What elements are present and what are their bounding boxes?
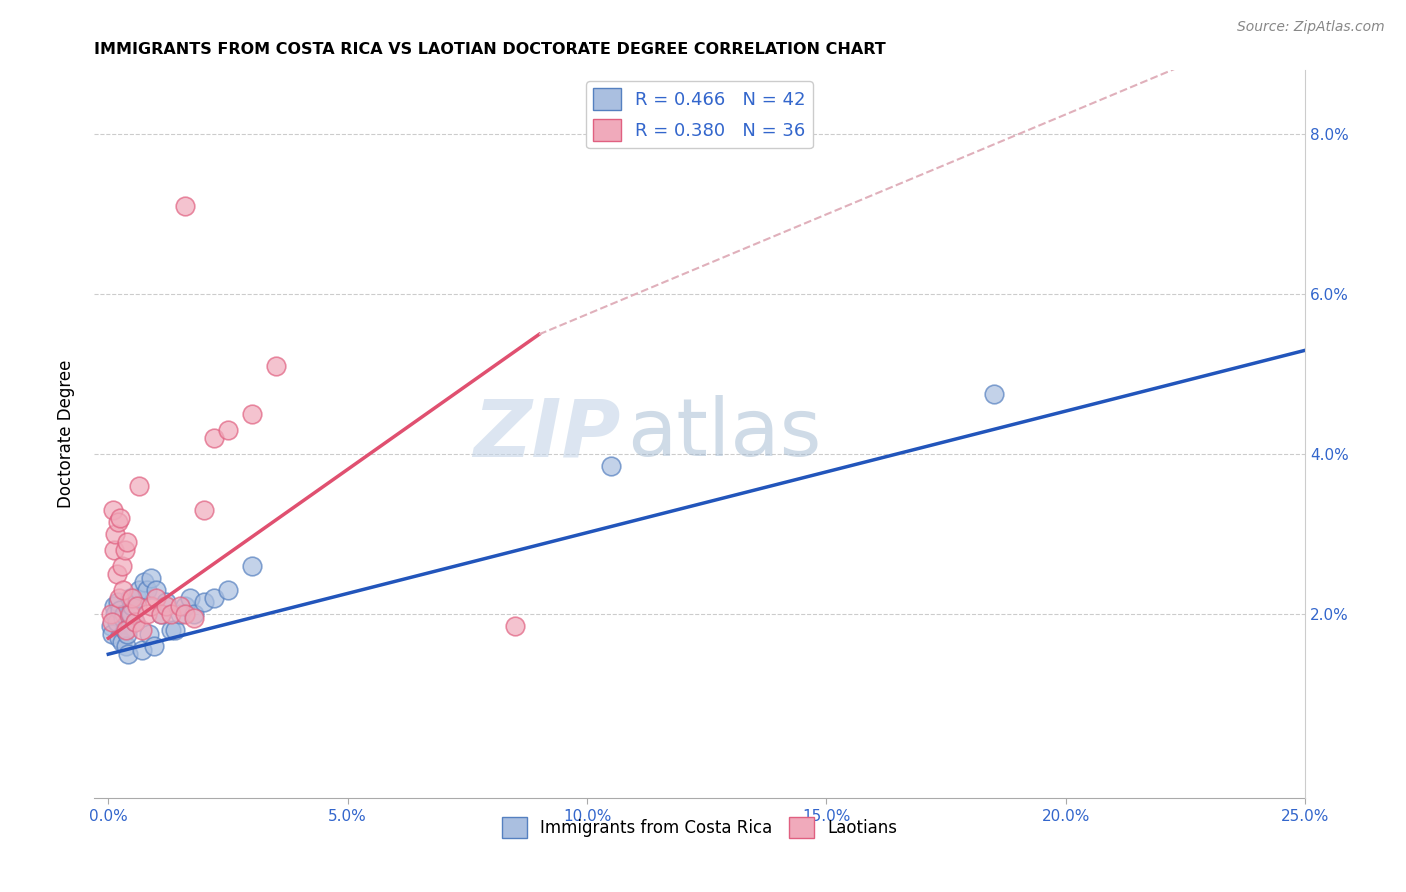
Point [135, 607, 157, 622]
Point [145, 583, 167, 598]
Point [114, 543, 136, 558]
Point [134, 575, 156, 590]
Point [169, 599, 191, 614]
Point [193, 503, 215, 517]
Point [105, 567, 128, 582]
Legend: Immigrants from Costa Rica, Laotians: Immigrants from Costa Rica, Laotians [495, 811, 904, 845]
Point [124, 615, 146, 630]
Point [110, 511, 132, 525]
Point [149, 607, 172, 622]
Point [145, 591, 167, 606]
Point [117, 627, 139, 641]
Point [101, 503, 124, 517]
Point [111, 635, 134, 649]
Text: IMMIGRANTS FROM COSTA RICA VS LAOTIAN DOCTORATE DEGREE CORRELATION CHART: IMMIGRANTS FROM COSTA RICA VS LAOTIAN DO… [94, 42, 886, 57]
Point [159, 624, 181, 638]
Point [121, 591, 143, 606]
Point [105, 615, 128, 630]
Point [111, 583, 134, 598]
Point [108, 631, 131, 645]
Point [202, 591, 225, 606]
Point [983, 387, 1005, 401]
Point [183, 611, 205, 625]
Point [118, 607, 141, 622]
Point [159, 607, 181, 622]
Point [120, 607, 142, 622]
Point [141, 571, 163, 585]
Point [103, 543, 125, 558]
Point [118, 591, 141, 606]
Point [100, 619, 122, 633]
Point [104, 527, 127, 541]
Point [101, 615, 124, 630]
Point [179, 591, 201, 606]
Point [128, 479, 150, 493]
Point [135, 583, 157, 598]
Point [202, 431, 225, 445]
Point [125, 591, 148, 606]
Point [125, 599, 148, 614]
Point [193, 595, 215, 609]
Point [173, 607, 195, 622]
Text: atlas: atlas [627, 395, 821, 474]
Point [503, 619, 526, 633]
Point [600, 459, 623, 474]
Point [138, 627, 160, 641]
Point [169, 607, 191, 622]
Point [112, 607, 135, 622]
Point [240, 407, 263, 421]
Point [107, 595, 129, 609]
Text: ZIP: ZIP [474, 395, 621, 474]
Point [155, 599, 177, 614]
Point [217, 423, 239, 437]
Point [124, 615, 146, 630]
Point [173, 599, 195, 614]
Point [111, 611, 134, 625]
Point [131, 624, 153, 638]
Y-axis label: Doctorate Degree: Doctorate Degree [58, 360, 75, 508]
Point [104, 607, 127, 622]
Point [107, 515, 129, 529]
Point [264, 359, 287, 374]
Point [165, 624, 187, 638]
Point [121, 599, 143, 614]
Point [217, 583, 239, 598]
Point [128, 583, 150, 598]
Point [117, 647, 139, 661]
Text: Source: ZipAtlas.com: Source: ZipAtlas.com [1237, 20, 1385, 34]
Point [101, 627, 124, 641]
Point [108, 591, 131, 606]
Point [115, 624, 138, 638]
Point [111, 559, 134, 574]
Point [114, 624, 136, 638]
Point [117, 535, 139, 549]
Point [131, 643, 153, 657]
Point [115, 639, 138, 653]
Point [183, 607, 205, 622]
Point [142, 639, 165, 653]
Point [103, 599, 125, 614]
Point [110, 603, 132, 617]
Point [149, 607, 172, 622]
Point [173, 199, 195, 213]
Point [141, 599, 163, 614]
Point [155, 595, 177, 609]
Point [240, 559, 263, 574]
Point [100, 607, 122, 622]
